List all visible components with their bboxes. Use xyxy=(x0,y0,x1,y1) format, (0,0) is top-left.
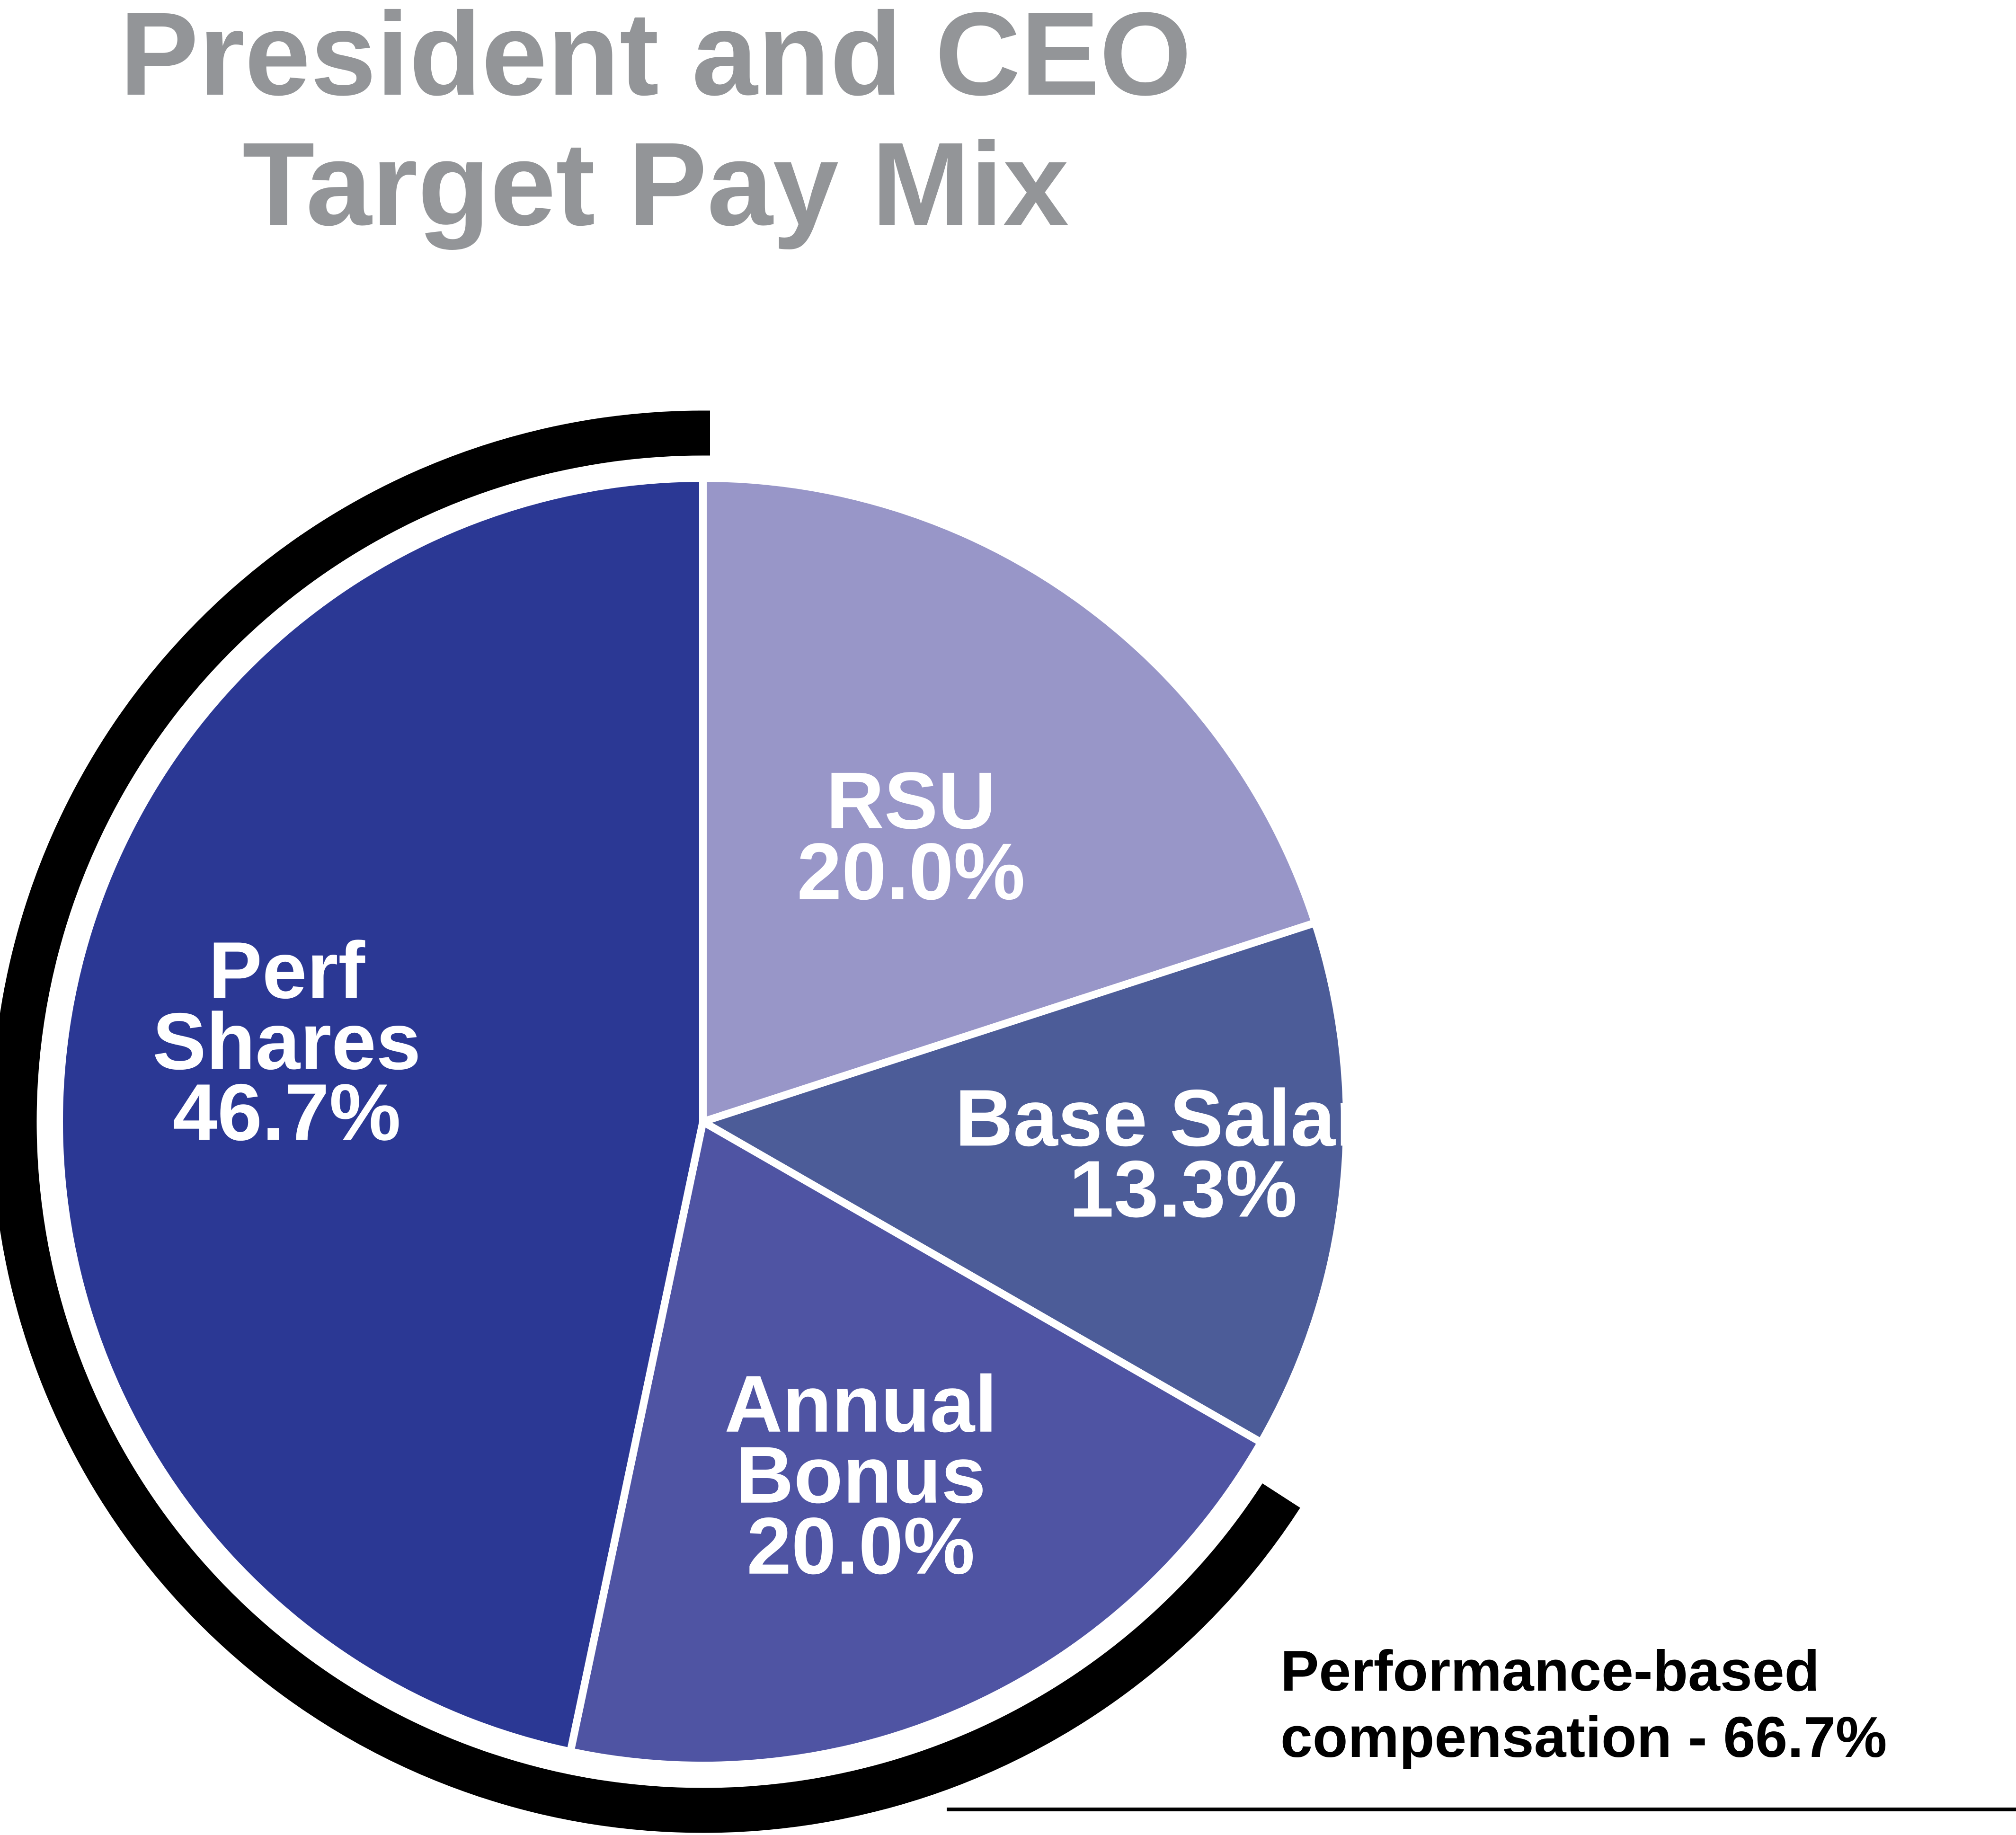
performance-bracket xyxy=(0,410,1300,1833)
slice-value-rsu: 20.0% xyxy=(797,827,1025,917)
pie-slice-perf-shares xyxy=(55,474,707,1756)
slice-label-base-salary: Base Salary xyxy=(955,1073,1411,1163)
slice-label-annual-bonus: Annual xyxy=(724,1359,997,1449)
slice-label-perf-shares: Shares xyxy=(152,997,421,1087)
slice-value-perf-shares: 46.7% xyxy=(173,1068,401,1158)
slice-label-annual-bonus: Bonus xyxy=(736,1430,986,1520)
title-line-1: President and CEO xyxy=(120,0,1191,120)
performance-bracket-top-cap xyxy=(698,410,710,456)
pie-slices xyxy=(55,474,1350,1769)
slice-label-rsu: RSU xyxy=(826,756,996,846)
pie-slice-rsu xyxy=(699,474,1320,1127)
pie-slice-annual-bonus xyxy=(566,1116,1267,1769)
slice-label-perf-shares: Perf xyxy=(208,926,365,1016)
pie-slice-base-salary xyxy=(693,918,1350,1448)
slice-value-annual-bonus: 20.0% xyxy=(746,1501,975,1591)
slice-value-base-salary: 13.3% xyxy=(1069,1144,1297,1234)
chart-title: President and CEO Target Pay Mix xyxy=(120,0,1191,250)
title-line-2: Target Pay Mix xyxy=(242,118,1069,250)
performance-note-line-1: Performance-based xyxy=(1280,1639,1820,1703)
performance-note-line-2: compensation - 66.7% xyxy=(1280,1705,1887,1769)
performance-bracket-arc xyxy=(0,410,1300,1833)
